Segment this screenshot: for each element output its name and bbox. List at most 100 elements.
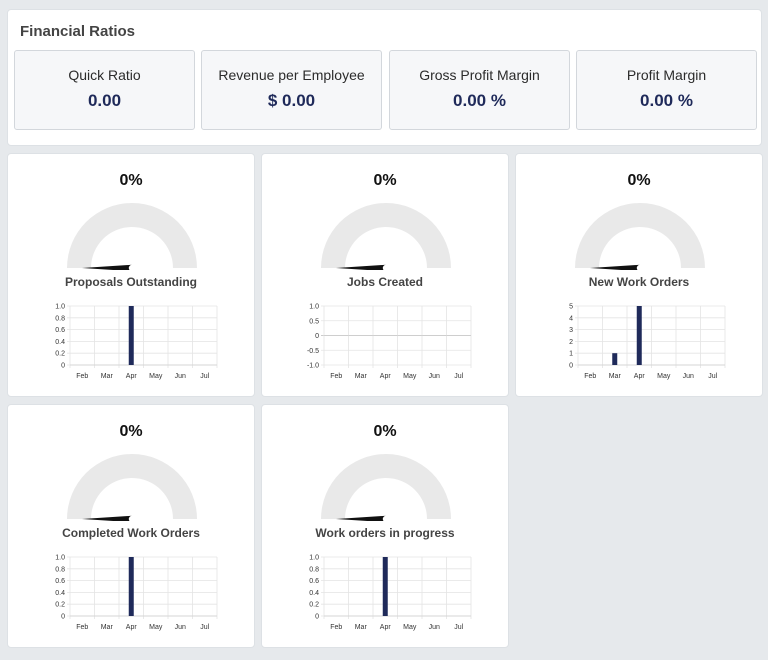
bar-chart: 1.0 0.8 0.6 0.4 0.2 0 Feb Mar Apr May Jun Jul [55, 304, 218, 380]
y-tick-label: 0.8 [55, 315, 65, 322]
panel-title: Financial Ratios [20, 23, 136, 40]
gauge-track [321, 203, 451, 268]
y-tick-label: 0 [61, 614, 65, 621]
y-tick-label: 1.0 [309, 555, 319, 562]
percent-value: 0% [119, 423, 143, 440]
y-tick-label: -0.5 [307, 348, 319, 355]
y-tick-label: 1.0 [309, 304, 319, 311]
y-tick-label: 0.4 [55, 339, 65, 346]
gauge-track [67, 203, 197, 268]
gauge-needle [82, 264, 132, 270]
widget-title: Work orders in progress [315, 526, 455, 540]
percent-value: 0% [373, 423, 397, 440]
x-tick-label: Jul [708, 373, 717, 380]
bar-mar [612, 353, 618, 365]
bar-apr [128, 306, 134, 365]
widget-title: Jobs Created [346, 275, 424, 289]
ratio-label: Quick Ratio [68, 67, 141, 83]
bar-apr [128, 557, 134, 616]
y-tick-label: 0.6 [55, 578, 65, 585]
profit-margin-card: Profit Margin 0.00 % [576, 50, 757, 130]
y-tick-label: 3 [569, 327, 573, 334]
y-tick-label: 0.8 [309, 566, 319, 573]
chart-grid [67, 556, 218, 619]
x-tick-label: Jul [454, 624, 463, 631]
x-tick-label: Feb [76, 373, 88, 380]
ratio-label: Revenue per Employee [218, 67, 365, 83]
gauge-needle [336, 515, 386, 521]
gauge [575, 203, 705, 270]
x-tick-label: Jun [175, 624, 186, 631]
percent-value: 0% [119, 172, 143, 189]
x-tick-label: Apr [634, 373, 646, 380]
ratio-value: 0.00 % [453, 91, 506, 110]
x-tick-label: May [657, 373, 671, 380]
x-tick-label: May [403, 373, 417, 380]
y-tick-label: 0.4 [309, 590, 319, 597]
ratio-value: $ 0.00 [267, 91, 316, 110]
y-tick-label: 0.2 [309, 602, 319, 609]
y-tick-label: 0.4 [55, 590, 65, 597]
y-tick-label: 1 [569, 351, 573, 358]
bar-chart: 1.0 0.5 0 -0.5 -1.0 Feb Mar Apr May Jun Jul [307, 304, 472, 380]
gauge-needle [82, 515, 132, 521]
x-tick-label: Jun [429, 624, 440, 631]
x-tick-label: Jul [200, 624, 209, 631]
bar-apr [636, 306, 642, 365]
chart-grid [67, 305, 218, 368]
y-tick-label: 5 [569, 304, 573, 311]
bar-chart: 5 4 3 2 1 0 Feb Mar Apr May Jun Jul [569, 304, 726, 380]
y-tick-label: 0 [61, 363, 65, 370]
x-tick-label: Feb [76, 624, 88, 631]
x-tick-label: Mar [355, 624, 368, 631]
y-tick-label: 0.8 [55, 566, 65, 573]
x-tick-label: Apr [380, 373, 392, 380]
gauge [67, 454, 197, 521]
x-tick-label: Mar [355, 373, 368, 380]
x-tick-label: Feb [330, 373, 342, 380]
bar-apr [382, 557, 388, 616]
gauge-needle [590, 264, 640, 270]
x-tick-label: Mar [101, 624, 114, 631]
widget-title: Proposals Outstanding [64, 275, 197, 289]
x-tick-label: Jun [683, 373, 694, 380]
gauge-needle [336, 264, 386, 270]
x-tick-label: Jul [454, 373, 463, 380]
y-tick-label: -1.0 [307, 363, 319, 370]
y-tick-label: 0 [315, 333, 319, 340]
y-tick-label: 0.2 [55, 602, 65, 609]
revenue-per-employee-card: Revenue per Employee $ 0.00 [201, 50, 382, 130]
x-tick-label: Jun [175, 373, 186, 380]
x-tick-label: Apr [126, 373, 138, 380]
y-tick-label: 4 [569, 315, 573, 322]
y-tick-label: 0.6 [309, 578, 319, 585]
widget-new-work-orders: 0% New Work Orders 5 4 3 2 1 0 Feb Mar Apr May Jun… [515, 153, 763, 397]
x-tick-label: May [403, 624, 417, 631]
gauge-track [575, 203, 705, 268]
x-tick-label: Feb [330, 624, 342, 631]
widget-title: New Work Orders [588, 275, 690, 289]
y-tick-label: 0 [569, 363, 573, 370]
widget-jobs-created: 0% Jobs Created 1.0 0.5 0 -0.5 -1.0 Feb Mar Apr… [261, 153, 509, 397]
widget-proposals-outstanding: 0% Proposals Outstanding 1.0 0.8 0.6 0.4 0.2… [7, 153, 255, 397]
y-tick-label: 0.6 [55, 327, 65, 334]
gauge [321, 454, 451, 521]
bar-chart: 1.0 0.8 0.6 0.4 0.2 0 Feb Mar Apr May Jun Jul [55, 555, 218, 631]
y-tick-label: 1.0 [55, 555, 65, 562]
chart-grid [321, 305, 472, 368]
y-tick-label: 1.0 [55, 304, 65, 311]
quick-ratio-card: Quick Ratio 0.00 [14, 50, 195, 130]
gauge-track [67, 454, 197, 519]
y-tick-label: 2 [569, 339, 573, 346]
gauge [67, 203, 197, 270]
bar-chart: 1.0 0.8 0.6 0.4 0.2 0 Feb Mar Apr May Jun Jul [309, 555, 472, 631]
widget-completed-work-orders: 0% Completed Work Orders 1.0 0.8 0.6 0.4 0.2… [7, 404, 255, 648]
gauge-track [321, 454, 451, 519]
x-tick-label: Apr [126, 624, 138, 631]
ratio-value: 0.00 % [640, 91, 693, 110]
gross-profit-margin-card: Gross Profit Margin 0.00 % [389, 50, 570, 130]
financial-ratios-panel: Financial Ratios Quick Ratio 0.00 Revenu… [7, 9, 762, 146]
ratio-value: 0.00 [87, 91, 122, 110]
x-tick-label: May [149, 373, 163, 380]
widget-title: Completed Work Orders [62, 526, 200, 540]
